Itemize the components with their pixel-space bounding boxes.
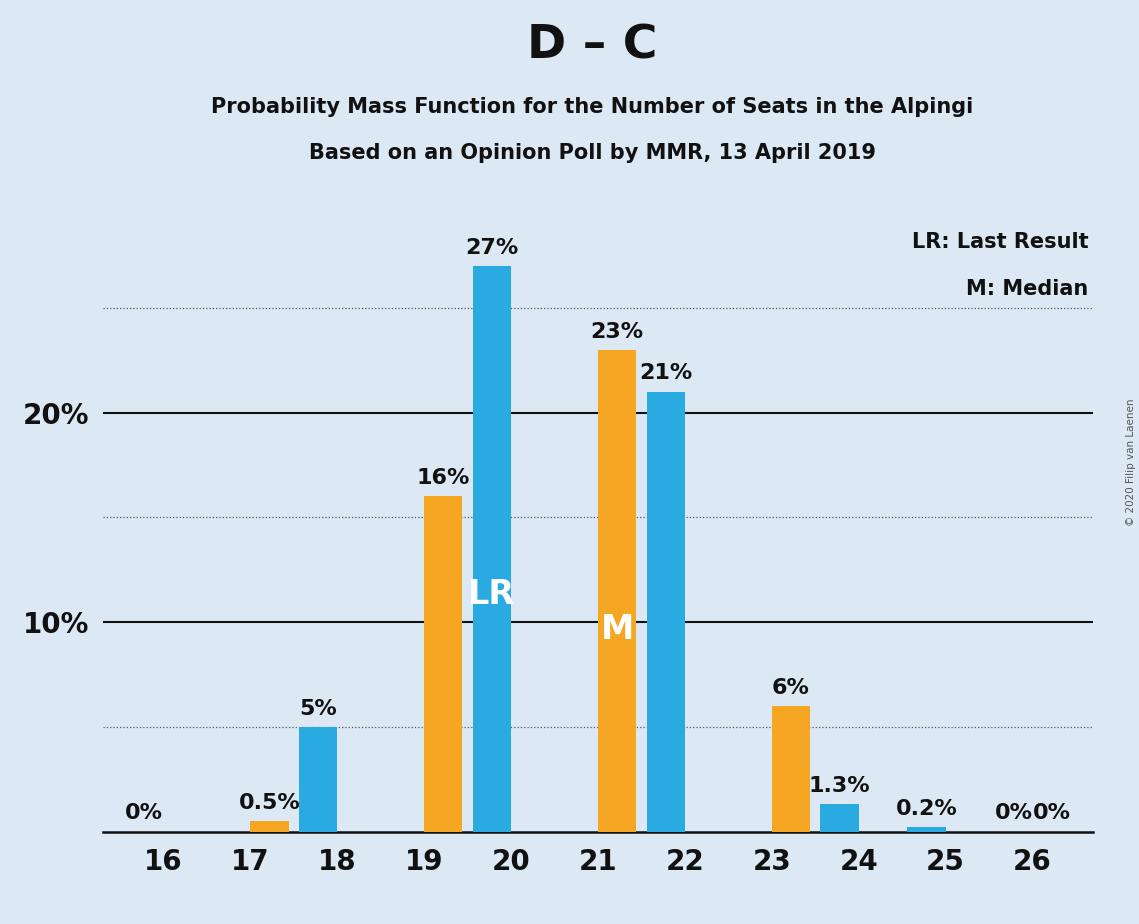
Text: 5%: 5% <box>300 699 337 719</box>
Bar <box>772 706 810 832</box>
Text: 23%: 23% <box>590 322 644 342</box>
Text: 6%: 6% <box>772 677 810 698</box>
Text: 0%: 0% <box>1033 803 1071 823</box>
Text: LR: Last Result: LR: Last Result <box>912 232 1089 251</box>
Text: LR: LR <box>468 578 516 611</box>
Text: 1.3%: 1.3% <box>809 776 870 796</box>
Text: D – C: D – C <box>527 23 657 68</box>
Bar <box>424 496 462 832</box>
Text: 16%: 16% <box>417 468 470 488</box>
Bar <box>908 827 945 832</box>
Bar <box>251 821 288 832</box>
Bar <box>598 350 637 832</box>
Text: © 2020 Filip van Laenen: © 2020 Filip van Laenen <box>1126 398 1136 526</box>
Text: 27%: 27% <box>466 237 518 258</box>
Text: 0.2%: 0.2% <box>895 799 958 819</box>
Text: 0.5%: 0.5% <box>238 793 301 813</box>
Bar <box>298 727 337 832</box>
Text: Based on an Opinion Poll by MMR, 13 April 2019: Based on an Opinion Poll by MMR, 13 Apri… <box>309 143 876 164</box>
Text: 0%: 0% <box>125 803 163 823</box>
Text: 21%: 21% <box>639 363 693 383</box>
Text: 0%: 0% <box>994 803 1032 823</box>
Bar <box>820 805 859 832</box>
Bar <box>473 266 511 832</box>
Text: M: Median: M: Median <box>966 279 1089 298</box>
Text: Probability Mass Function for the Number of Seats in the Alpingi: Probability Mass Function for the Number… <box>211 97 974 117</box>
Text: M: M <box>600 613 633 646</box>
Bar <box>647 392 685 832</box>
